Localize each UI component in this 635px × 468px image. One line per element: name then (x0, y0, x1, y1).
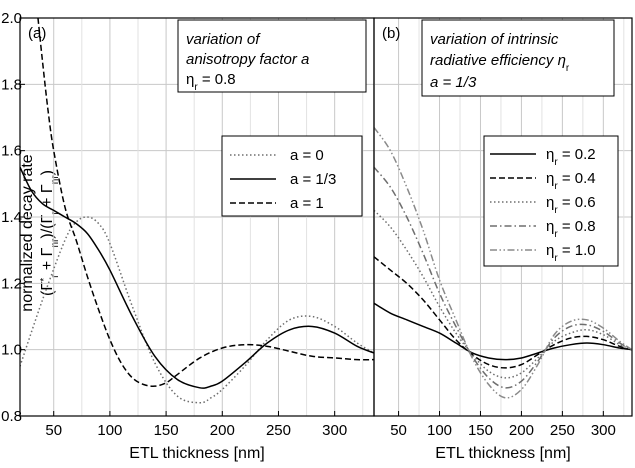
x-tick-label-b-300: 300 (591, 422, 616, 439)
x-tick-label-a-200: 200 (210, 422, 235, 439)
legend-b-label-4: ηr = 1.0 (546, 242, 596, 264)
x-tick-label-b-50: 50 (390, 422, 407, 439)
annotation-b-line2: radiative efficiency ηr (430, 52, 570, 74)
y-tick-label-2.0: 2.0 (1, 10, 22, 27)
x-tick-label-a-150: 150 (154, 422, 179, 439)
x-tick-label-b-250: 250 (550, 422, 575, 439)
y-axis-label-line1: normalized decay rate (19, 154, 36, 312)
y-tick-label-1.0: 1.0 (1, 342, 22, 359)
x-tick-label-a-250: 250 (266, 422, 291, 439)
y-tick-label-1.2: 1.2 (1, 275, 22, 292)
series-line-b-2 (374, 209, 632, 379)
x-tick-label-b-200: 200 (509, 422, 534, 439)
y-tick-label-1.8: 1.8 (1, 76, 22, 93)
y-axis-label-line2: (Γ*r + Γnr)/(Γr + Γnr) (39, 170, 61, 296)
series-line-a-1 (20, 166, 374, 389)
x-tick-label-a-300: 300 (322, 422, 347, 439)
annotation-b-line3: a = 1/3 (430, 74, 477, 91)
panel-a: 50 100 150 200 250 300 ETL thickness [nm] (a) (19, 17, 375, 462)
legend-b-label-0: ηr = 0.2 (546, 146, 596, 168)
legend-b-label-3: ηr = 0.8 (546, 218, 596, 240)
legend-a-label-2: a = 1 (290, 195, 324, 212)
legend-b-label-1: ηr = 0.4 (546, 170, 596, 192)
legend-a-label-1: a = 1/3 (290, 171, 336, 188)
panel-b-annotation: variation of intrinsic radiative efficie… (421, 19, 615, 97)
annotation-a-line1: variation of (186, 31, 261, 48)
legend-b-label-2: ηr = 0.6 (546, 194, 596, 216)
x-axis-label-a: ETL thickness [nm] (129, 445, 264, 462)
x-tick-label-a-100: 100 (97, 422, 122, 439)
panel-tag-b: (b) (382, 25, 400, 42)
annotation-b-line1: variation of intrinsic (430, 31, 559, 48)
legend-a-label-0: a = 0 (290, 147, 324, 164)
series-group-a (20, 18, 374, 404)
annotation-a-line2: anisotropy factor a (186, 51, 309, 68)
x-axis-label-b: ETL thickness [nm] (435, 445, 570, 462)
x-tick-label-a-50: 50 (45, 422, 62, 439)
panel-a-annotation: variation of anisotropy factor a ηr = 0.… (177, 19, 367, 93)
y-tick-label-1.6: 1.6 (1, 143, 22, 160)
x-tick-label-b-150: 150 (468, 422, 493, 439)
x-tick-label-b-100: 100 (427, 422, 452, 439)
series-line-b-1 (374, 256, 632, 369)
y-tick-label-1.4: 1.4 (1, 209, 22, 226)
y-axis-label: normalized decay rate (Γ*r + Γnr)/(Γr + … (19, 154, 61, 312)
plot-frame-b (373, 17, 633, 417)
series-line-b-0 (374, 302, 632, 361)
panel-a-legend: a = 0 a = 1/3 a = 1 (221, 135, 363, 217)
series-line-b-3 (374, 166, 632, 389)
annotation-a-line3: ηr = 0.8 (186, 71, 236, 93)
y-tick-label-0.8: 0.8 (1, 408, 22, 425)
series-group-b (374, 127, 632, 399)
series-line-a-0 (20, 216, 374, 404)
panel-tag-a: (a) (28, 25, 46, 42)
series-line-b-4 (374, 127, 632, 399)
panel-b-legend: ηr = 0.2ηr = 0.4ηr = 0.6ηr = 0.8ηr = 1.0 (483, 135, 619, 267)
